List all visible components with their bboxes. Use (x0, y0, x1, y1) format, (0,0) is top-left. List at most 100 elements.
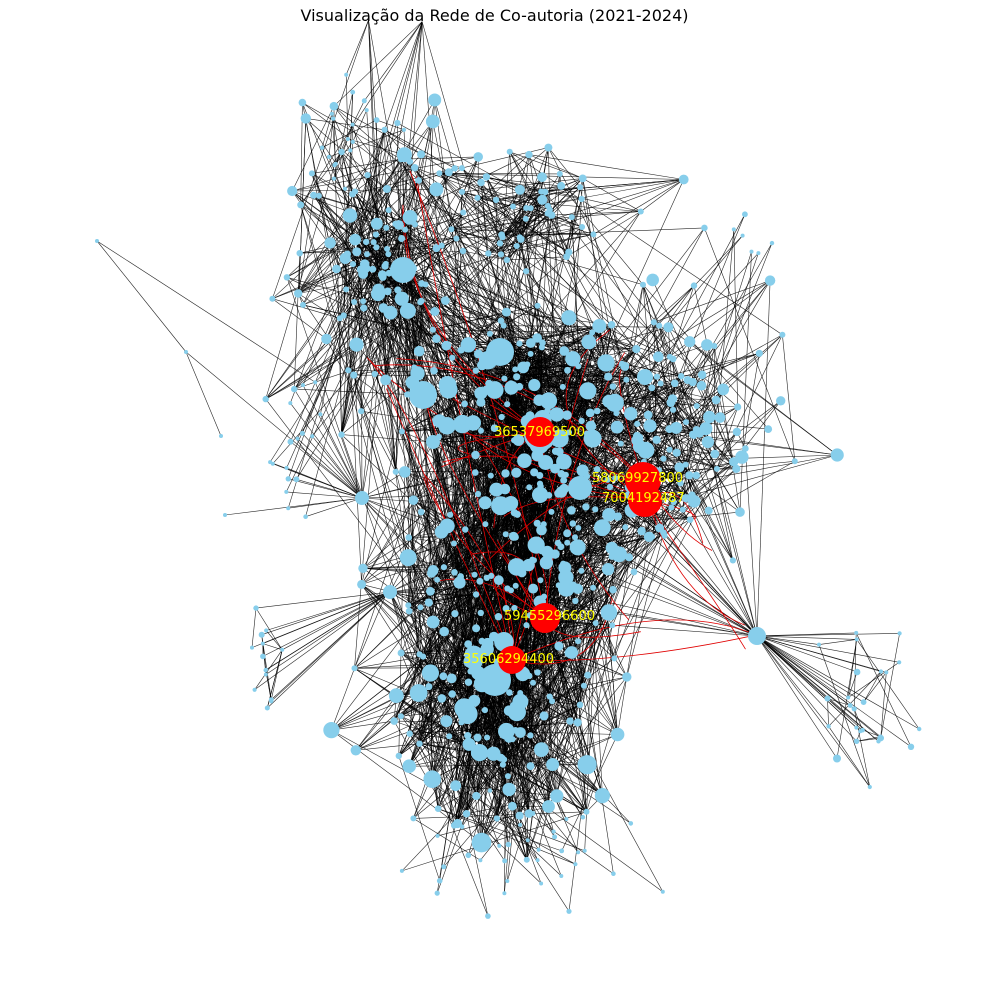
network-edge (756, 635, 857, 742)
network-edge (272, 298, 327, 340)
author-node (343, 286, 350, 293)
network-edge (618, 495, 629, 555)
author-node (418, 297, 425, 305)
network-edge (583, 676, 627, 686)
network-edge (659, 242, 773, 529)
author-node (338, 431, 345, 438)
author-node (631, 435, 642, 446)
network-edge (376, 210, 389, 248)
author-node (559, 383, 566, 390)
author-node (453, 235, 460, 242)
author-node (622, 672, 632, 682)
highlight-edge (423, 477, 546, 619)
network-edge (652, 279, 737, 470)
author-node (565, 646, 579, 659)
author-node (858, 729, 863, 734)
network-edge (547, 376, 646, 553)
author-node (764, 425, 773, 433)
network-edge (520, 216, 572, 240)
author-node (350, 139, 355, 144)
network-edge (500, 177, 543, 255)
author-node (504, 585, 511, 592)
network-edge (362, 301, 397, 472)
network-edge (617, 536, 650, 735)
network-edge (432, 621, 507, 732)
network-edge (561, 734, 618, 852)
network-edge (486, 176, 503, 238)
author-node (482, 173, 491, 181)
author-node (527, 350, 534, 357)
network-edge (491, 575, 613, 626)
author-node (830, 448, 844, 462)
author-node (562, 471, 569, 478)
author-node (734, 403, 742, 411)
network-edge (262, 591, 391, 657)
author-node (559, 848, 565, 854)
hub-layer (498, 417, 662, 674)
author-node (284, 489, 289, 494)
network-edge (701, 385, 721, 418)
author-node (434, 890, 440, 896)
hub-node-4 (498, 646, 526, 674)
author-node (402, 226, 409, 233)
network-edge (355, 154, 530, 240)
network-edge (581, 570, 758, 637)
author-node (287, 185, 298, 197)
author-node (550, 789, 564, 803)
author-node (465, 415, 482, 431)
network-edge (331, 668, 355, 731)
network-edge (616, 334, 783, 428)
author-node (392, 468, 399, 475)
author-node (288, 401, 293, 406)
network-edge (588, 235, 743, 396)
network-edge (367, 175, 379, 295)
network-edge (321, 119, 377, 148)
network-edge (422, 394, 588, 765)
author-node (426, 586, 435, 596)
network-edge (333, 106, 502, 321)
author-node (413, 345, 425, 357)
network-edge (341, 172, 450, 435)
author-node (296, 250, 303, 257)
author-node (421, 664, 439, 682)
network-edge (741, 353, 760, 458)
author-node (514, 184, 525, 195)
author-node (472, 791, 481, 801)
network-edge (663, 448, 746, 459)
author-node (688, 378, 697, 387)
author-node (340, 312, 347, 319)
author-node (358, 563, 368, 573)
author-node (710, 449, 720, 459)
network-edge (425, 156, 479, 285)
author-node (646, 273, 659, 287)
network-edge (349, 215, 646, 378)
author-node (423, 770, 442, 788)
author-node (416, 740, 423, 747)
author-node (479, 664, 511, 696)
author-node (502, 782, 516, 797)
author-node (351, 188, 359, 195)
network-edge (294, 310, 409, 390)
author-node (578, 567, 585, 574)
author-node (343, 186, 347, 191)
author-node (678, 373, 685, 380)
author-node (349, 261, 357, 268)
author-node (453, 576, 466, 589)
author-node (704, 506, 713, 515)
author-node (534, 742, 549, 757)
author-node (577, 184, 584, 191)
author-node (430, 307, 440, 316)
highlight-edge (472, 436, 646, 501)
author-node (618, 360, 625, 367)
network-edge (311, 158, 402, 174)
network-edge (398, 720, 447, 757)
author-node (769, 240, 775, 246)
network-edge (528, 154, 684, 180)
author-node (364, 172, 371, 179)
author-node (425, 683, 433, 691)
author-node (503, 256, 510, 264)
author-node (701, 436, 715, 449)
network-edge (409, 698, 443, 734)
author-node (749, 249, 754, 254)
network-edge (496, 199, 641, 212)
